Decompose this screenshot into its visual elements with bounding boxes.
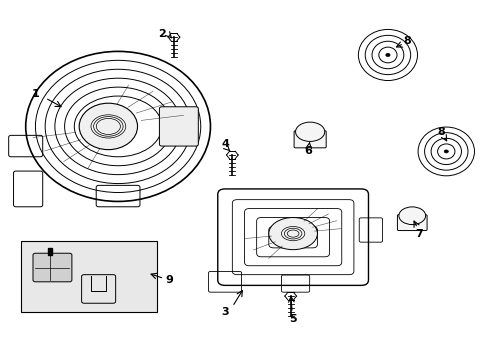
Text: 9: 9	[165, 275, 173, 285]
Ellipse shape	[268, 217, 317, 249]
Bar	[47, 248, 52, 255]
Bar	[21, 241, 157, 312]
Text: 8: 8	[437, 127, 445, 137]
FancyBboxPatch shape	[293, 131, 325, 148]
Ellipse shape	[443, 150, 447, 153]
Text: 4: 4	[221, 139, 228, 149]
Text: 2: 2	[158, 28, 165, 39]
FancyBboxPatch shape	[159, 107, 198, 146]
FancyBboxPatch shape	[397, 215, 426, 230]
Text: 3: 3	[221, 307, 228, 317]
Text: 8: 8	[403, 36, 410, 46]
Ellipse shape	[385, 53, 389, 57]
Text: 7: 7	[415, 229, 423, 239]
Ellipse shape	[398, 207, 425, 225]
Ellipse shape	[295, 122, 324, 141]
Text: 5: 5	[289, 314, 296, 324]
Text: 1: 1	[32, 89, 39, 99]
FancyBboxPatch shape	[33, 253, 72, 282]
Ellipse shape	[79, 103, 137, 150]
Text: 6: 6	[303, 147, 311, 157]
